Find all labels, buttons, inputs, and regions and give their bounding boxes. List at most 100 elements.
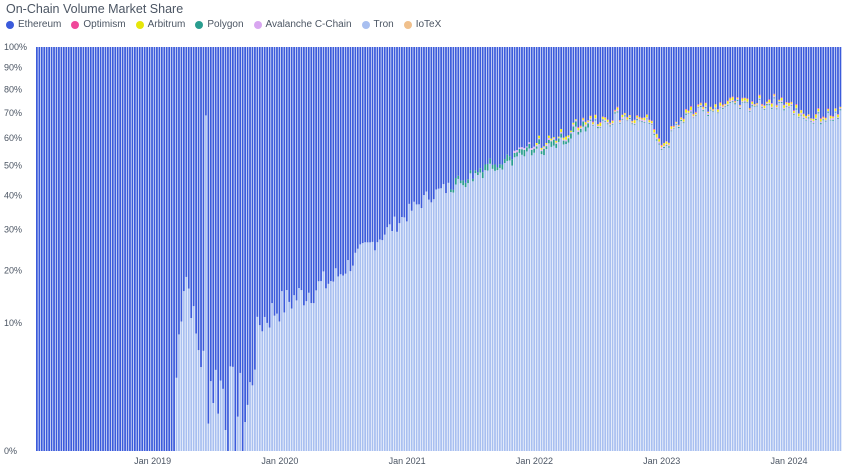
bar-segment-avalanche (643, 120, 646, 122)
legend-item-iotex[interactable]: IoTeX (403, 19, 441, 30)
legend-item-arbitrum[interactable]: Arbitrum (135, 19, 185, 30)
bar-segment-ethereum (116, 47, 119, 451)
bar-segment-avalanche (557, 137, 560, 139)
bar-segment-tron (388, 224, 391, 451)
bar-segment-ethereum (258, 47, 261, 326)
bar-segment-tron (374, 250, 376, 451)
bar-segment-polygon (717, 112, 719, 114)
bar-segment-tron (812, 123, 815, 451)
bar-segment-arbitrum (834, 108, 837, 111)
bar-segment-optimism (707, 111, 710, 112)
bar-segment-avalanche (734, 102, 736, 104)
bar-segment-arbitrum (709, 107, 712, 109)
legend-item-tron[interactable]: Tron (361, 19, 394, 30)
bar-segment-polygon (567, 138, 570, 143)
bar-segment-ethereum (592, 47, 594, 122)
bar-segment-tron (543, 155, 545, 451)
bar-segment-optimism (587, 120, 589, 121)
bar-segment-polygon (584, 126, 587, 132)
bar-segment-ethereum (783, 47, 785, 105)
bar-segment-ethereum (143, 47, 146, 451)
bar-segment-tron (780, 103, 783, 451)
bar-segment-polygon (609, 125, 612, 127)
bar-segment-tron (300, 290, 303, 451)
bar-segment-tron (342, 275, 344, 451)
bar-segment-ethereum (393, 47, 396, 217)
bar-segment-polygon (746, 102, 749, 104)
bar-segment-ethereum (516, 47, 518, 151)
legend-item-avalanche-c-chain[interactable]: Avalanche C-Chain (253, 19, 352, 30)
bar-segment-avalanche (680, 119, 683, 121)
bar-segment-tron (548, 143, 550, 451)
bar-segment-polygon (611, 124, 614, 125)
bar-segment-tron (396, 231, 398, 451)
bar-segment-ethereum (555, 47, 558, 141)
bar-segment-ethereum (408, 47, 411, 204)
bar-segment-ethereum (410, 47, 413, 211)
bar-segment-avalanche (780, 100, 783, 103)
bar-segment-ethereum (530, 47, 533, 148)
bar-segment-polygon (535, 146, 538, 149)
bar-segment-ethereum (383, 47, 386, 235)
bar-segment-arbitrum (832, 116, 834, 118)
bar-segment-arbitrum (744, 98, 746, 101)
bar-segment-ethereum (415, 47, 418, 205)
bar-segment-ethereum (682, 47, 685, 119)
bar-segment-tron (462, 185, 465, 451)
bar-segment-avalanche (807, 116, 810, 118)
bar-segment-tron (185, 276, 188, 451)
bar-segment-avalanche (687, 112, 690, 114)
bar-segment-ethereum (276, 47, 278, 314)
bar-segment-ethereum (102, 47, 104, 451)
bar-segment-tron (709, 110, 712, 451)
bar-segment-polygon (562, 140, 565, 145)
bar-segment-tron (834, 112, 837, 451)
bar-segment-ethereum (834, 47, 837, 109)
bar-segment-tron (376, 242, 379, 451)
bar-segment-ethereum (704, 47, 707, 103)
bar-segment-avalanche (577, 130, 580, 132)
bar-segment-ethereum (182, 47, 185, 292)
bar-segment-tron (508, 160, 511, 451)
bar-segment-arbitrum (562, 137, 565, 140)
bar-segment-tron (182, 291, 185, 451)
bar-segment-arbitrum (623, 113, 626, 115)
bar-segment-ethereum (285, 47, 288, 291)
bar-segment-ethereum (104, 47, 107, 451)
bar-segment-ethereum (151, 47, 153, 451)
bar-segment-ethereum (268, 47, 271, 328)
bar-segment-avalanche (650, 123, 653, 125)
bar-segment-ethereum (797, 47, 800, 114)
legend-item-polygon[interactable]: Polygon (195, 19, 244, 30)
bar-segment-tron (770, 108, 773, 452)
legend-item-optimism[interactable]: Optimism (71, 19, 126, 30)
bar-segment-arbitrum (758, 95, 761, 98)
bar-segment-tron (261, 331, 264, 451)
bar-segment-optimism (616, 106, 619, 108)
bar-segment-polygon (741, 102, 744, 103)
bar-segment-polygon (761, 107, 763, 109)
bar-segment-polygon (783, 109, 785, 111)
bar-segment-arbitrum (785, 102, 788, 105)
bar-segment-avalanche (594, 118, 597, 120)
bar-segment-avalanche (648, 122, 651, 123)
bar-segment-avalanche (822, 118, 825, 120)
bar-segment-ethereum (780, 47, 783, 98)
legend-item-ethereum[interactable]: Ethereum (6, 19, 61, 30)
bar-segment-tron (371, 241, 374, 451)
bar-segment-polygon (462, 180, 465, 186)
bar-segment-tron (523, 156, 526, 451)
bar-segment-ethereum (658, 47, 661, 139)
bar-segment-avalanche (721, 106, 724, 108)
bar-segment-tron (633, 125, 636, 451)
bar-segment-ethereum (746, 47, 749, 99)
bar-segment-avalanche (670, 128, 673, 131)
bar-segment-ethereum (156, 47, 158, 451)
bar-segment-polygon (494, 164, 496, 171)
bar-segment-polygon (628, 117, 631, 119)
bar-segment-optimism (636, 115, 638, 116)
bar-segment-tron (695, 116, 697, 451)
bar-segment-ethereum (180, 47, 183, 322)
bar-segment-tron (623, 116, 626, 451)
bar-segment-tron (614, 113, 616, 452)
